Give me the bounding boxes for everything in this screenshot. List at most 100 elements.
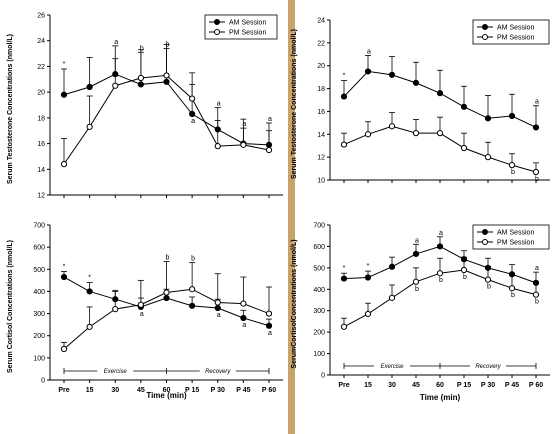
y-tick-label: 18	[37, 115, 45, 122]
data-point	[436, 270, 444, 277]
significance-letter: a	[439, 230, 443, 237]
y-tick-label: 22	[37, 64, 45, 71]
x-tick-label: 60	[436, 382, 444, 389]
x-tick-label: 45	[137, 387, 145, 394]
y-tick-label: 24	[37, 38, 45, 45]
data-point	[240, 300, 247, 307]
significance-letter: a	[140, 311, 144, 318]
legend: AM Session PM Session	[204, 14, 278, 40]
data-point	[137, 81, 144, 88]
data-point	[86, 123, 93, 130]
y-tick-label: 10	[317, 178, 325, 185]
x-tick-label: P 60	[529, 382, 543, 389]
significance-letter: a	[415, 237, 419, 244]
data-point	[340, 323, 348, 330]
data-point	[60, 345, 68, 353]
data-point	[388, 71, 396, 78]
phase-label-recovery: Recovery	[475, 364, 501, 370]
data-point	[508, 112, 516, 120]
data-point	[508, 162, 516, 169]
y-tick-label: 22	[317, 40, 325, 47]
significance-letter: b	[463, 274, 467, 281]
data-point	[508, 285, 516, 292]
significance-letter: a	[367, 48, 371, 55]
significance-letter: b	[415, 286, 419, 293]
data-point	[388, 294, 396, 301]
y-tick-label: 20	[37, 90, 45, 97]
legend-label: PM Session	[229, 30, 266, 37]
x-tick-label: 45	[412, 382, 420, 389]
chart-left-bottom: 0 100 200 300 400 500 600 700 Pre 15 30 45 60 P 15 P 3…	[7, 223, 283, 400]
data-point	[412, 79, 420, 86]
data-point	[265, 146, 273, 154]
y-tick-label: 16	[37, 141, 45, 148]
data-point	[214, 143, 221, 150]
legend-marker	[482, 24, 488, 30]
data-point	[240, 141, 247, 148]
y-tick-label: 18	[317, 86, 325, 93]
data-point	[214, 299, 221, 306]
x-tick-label: 15	[364, 382, 372, 389]
x-tick-label: P 60	[262, 387, 276, 394]
legend-label: AM Session	[497, 25, 534, 32]
y-tick-label: 400	[313, 287, 325, 294]
y-tick-label: 200	[313, 330, 325, 337]
phase-label-exercise: Exercise	[380, 364, 404, 370]
y-tick-label: 0	[321, 373, 325, 380]
data-point	[412, 130, 420, 137]
data-point	[388, 123, 396, 130]
significance-asterisk: *	[63, 264, 66, 271]
y-tick-label: 500	[33, 267, 45, 274]
data-point	[112, 306, 119, 313]
x-tick-label: P 15	[185, 387, 199, 394]
y-tick-label: 500	[313, 265, 325, 272]
significance-letter: a	[242, 121, 246, 128]
y-tick-label: 0	[41, 378, 45, 385]
data-point	[460, 266, 468, 274]
legend-marker	[214, 19, 220, 25]
y-tick-label: 24	[317, 18, 325, 25]
data-point	[60, 273, 68, 281]
significance-letter: a	[114, 39, 118, 46]
data-point	[86, 323, 93, 330]
data-point	[112, 82, 119, 89]
chart-left-top: 12 14 16 18 20 22 24 26 Serum Testosterone Conce…	[7, 13, 283, 200]
significance-asterisk: *	[63, 61, 66, 68]
data-point	[163, 289, 170, 296]
series-pm	[60, 261, 273, 353]
series-pm	[340, 256, 540, 330]
significance-letter: a	[217, 101, 221, 108]
y-tick-label: 100	[33, 355, 45, 362]
chart-right-bottom: 0 100 200 300 400 500 600 700 Pre 15 30 45 60 P 15 P 3…	[291, 223, 550, 402]
legend-marker	[482, 34, 488, 40]
y-tick-label: 700	[313, 223, 325, 230]
x-tick-label: 60	[163, 387, 171, 394]
data-point	[240, 314, 247, 322]
y-tick-label: 12	[37, 193, 45, 200]
significance-letter: a	[268, 330, 272, 337]
significance-letter: b	[487, 284, 491, 291]
significance-letter: a	[191, 118, 195, 125]
data-point	[214, 304, 221, 312]
data-point	[484, 115, 492, 122]
data-point	[189, 95, 196, 102]
data-point	[86, 288, 93, 295]
x-tick-label: P 45	[505, 382, 519, 389]
significance-letter: a	[217, 312, 221, 319]
y-axis-label: Serum Testosterone Concentrations (nmol/…	[7, 34, 14, 184]
legend-marker	[214, 29, 220, 35]
y-tick-label: 16	[317, 109, 325, 116]
y-tick-label: 14	[37, 167, 45, 174]
legend-label: PM Session	[497, 35, 534, 42]
data-point	[60, 91, 68, 98]
x-axis-label: Time (min)	[420, 393, 461, 402]
phase-label-exercise: Exercise	[104, 369, 128, 375]
significance-letter: b	[166, 41, 170, 48]
y-tick-label: 600	[33, 245, 45, 252]
x-tick-label: P 45	[236, 387, 250, 394]
data-point	[340, 93, 348, 100]
significance-letter: b	[511, 169, 515, 176]
significance-letter: b	[140, 45, 144, 52]
legend-box	[472, 224, 550, 250]
